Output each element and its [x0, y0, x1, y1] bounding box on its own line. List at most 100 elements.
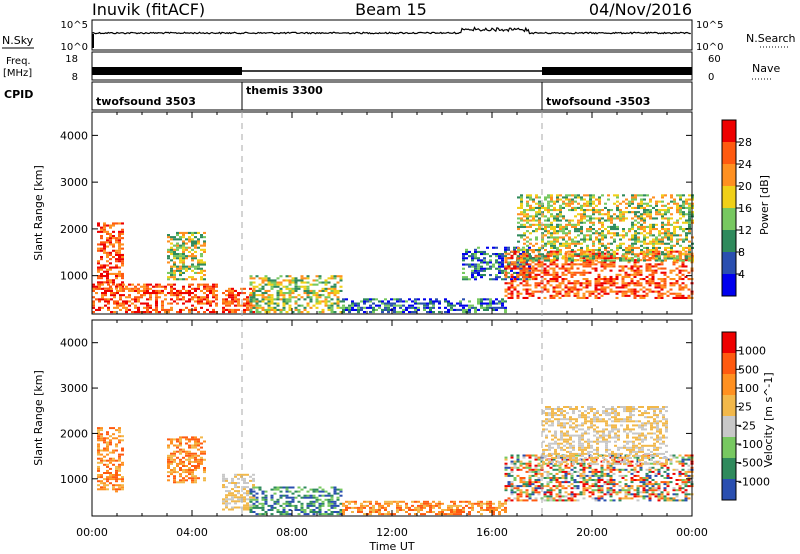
- velocity-cell: [170, 442, 173, 445]
- velocity-cell: [106, 484, 109, 487]
- power-cell: [603, 280, 607, 283]
- power-cell: [661, 209, 664, 212]
- power-cell: [661, 194, 664, 197]
- power-cell: [369, 306, 372, 309]
- power-cell: [601, 242, 604, 245]
- power-cell: [480, 267, 483, 270]
- velocity-cell: [534, 485, 538, 488]
- power-cell: [658, 259, 661, 262]
- power-cell: [612, 284, 616, 287]
- power-cell: [170, 298, 173, 301]
- power-cell: [312, 294, 316, 297]
- power-cell: [547, 240, 550, 243]
- power-cell: [252, 294, 256, 297]
- power-cell: [576, 296, 580, 299]
- power-cell: [613, 217, 616, 220]
- velocity-cell: [666, 468, 670, 471]
- power-cell: [474, 278, 477, 281]
- power-cell: [556, 236, 559, 239]
- power-cell: [643, 238, 646, 241]
- velocity-cell: [486, 504, 489, 507]
- power-cell: [526, 200, 529, 203]
- power-cell: [649, 251, 652, 254]
- power-cell: [661, 217, 664, 220]
- power-cell: [288, 283, 292, 286]
- velocity-cell: [291, 504, 295, 507]
- power-cell: [103, 243, 106, 246]
- velocity-cell: [312, 509, 316, 511]
- power-cell: [553, 240, 556, 243]
- power-cell: [100, 277, 103, 280]
- velocity-cell: [531, 489, 535, 492]
- velocity-cell: [459, 513, 462, 516]
- power-cell: [660, 261, 664, 264]
- power-cell: [315, 294, 319, 297]
- velocity-cell: [279, 504, 283, 507]
- power-cell: [315, 302, 319, 305]
- velocity-cell: [179, 440, 182, 443]
- power-cell: [582, 296, 586, 299]
- velocity-cell: [432, 500, 435, 503]
- velocity-cell: [237, 486, 240, 489]
- power-cell: [670, 217, 673, 220]
- power-cell: [249, 306, 253, 309]
- power-cell: [543, 269, 547, 272]
- power-cell: [468, 304, 471, 307]
- velocity-cell: [615, 468, 619, 471]
- velocity-cell: [185, 458, 188, 461]
- power-cell: [173, 274, 176, 277]
- power-cell: [291, 292, 295, 295]
- velocity-cell: [612, 466, 616, 469]
- velocity-cell: [507, 485, 511, 488]
- velocity-cell: [522, 479, 526, 481]
- velocity-cell: [252, 496, 255, 499]
- power-cell: [279, 311, 283, 314]
- power-cell: [471, 306, 474, 309]
- power-cell: [146, 304, 149, 307]
- velocity-cell: [621, 489, 625, 492]
- power-cell: [577, 230, 580, 233]
- velocity-cell: [522, 477, 526, 479]
- power-cell: [661, 204, 664, 207]
- power-cell: [115, 239, 118, 242]
- power-cell: [568, 204, 571, 207]
- power-cell: [580, 204, 583, 207]
- power-cell: [375, 304, 378, 307]
- power-cell: [538, 206, 541, 209]
- power-cell: [191, 265, 194, 268]
- power-cell: [495, 274, 498, 277]
- velocity-cell: [321, 500, 325, 503]
- velocity-cell: [597, 474, 601, 477]
- power-cell: [100, 228, 103, 231]
- power-cell: [185, 265, 188, 268]
- power-cell: [619, 244, 622, 247]
- power-cell: [649, 223, 652, 226]
- power-cell: [592, 213, 595, 216]
- velocity-cell: [672, 497, 676, 500]
- power-cell: [423, 306, 426, 309]
- power-cell: [100, 230, 103, 233]
- velocity-cell: [558, 499, 562, 502]
- power-cell: [586, 194, 589, 197]
- velocity-cell: [121, 478, 124, 481]
- power-cell: [393, 306, 396, 309]
- power-cell: [651, 269, 655, 272]
- power-cell: [173, 283, 176, 286]
- velocity-cell: [672, 456, 676, 459]
- velocity-cell: [115, 443, 118, 446]
- power-cell: [667, 257, 670, 260]
- power-cell: [249, 298, 253, 301]
- power-cell: [510, 261, 514, 264]
- velocity-cell: [405, 506, 408, 509]
- velocity-cell: [609, 495, 613, 498]
- nsky-tick-bottom: 10^0: [61, 42, 88, 53]
- velocity-cell: [537, 493, 541, 496]
- velocity-cell: [258, 486, 262, 489]
- velocity-cell: [396, 509, 399, 511]
- power-cell: [582, 265, 586, 268]
- velocity-cell: [648, 487, 652, 490]
- velocity-cell: [594, 474, 598, 477]
- velocity-cell: [291, 496, 295, 499]
- power-cell: [556, 200, 559, 203]
- velocity-cell: [228, 498, 231, 501]
